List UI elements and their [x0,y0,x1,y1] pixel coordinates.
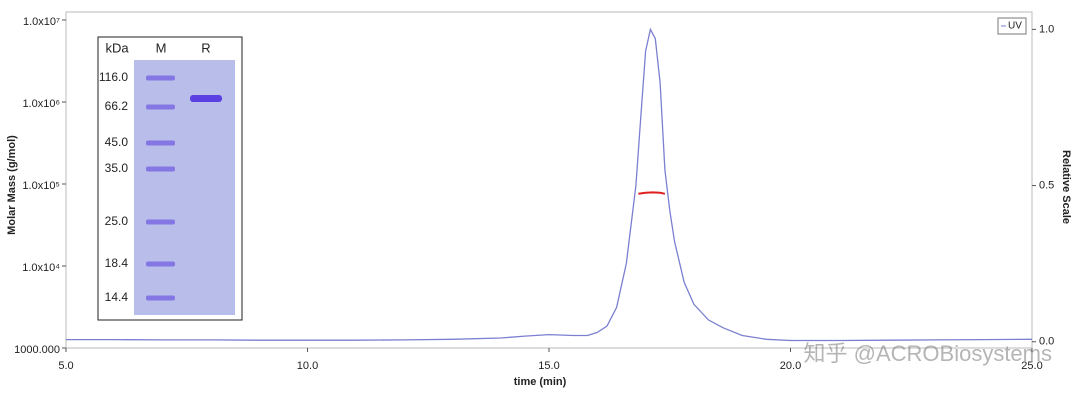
y2-tick-label: 0.0 [1039,336,1054,348]
gel-marker-band [146,140,175,146]
gel-marker-band [146,104,175,110]
x-tick-label: 20.0 [780,360,801,372]
y-tick-label: 1.0x10⁷ [23,16,60,28]
watermark: 知乎 @ACROBiosystems [804,341,1052,366]
gel-marker-band [146,261,175,267]
x-tick-label: 25.0 [1021,360,1042,372]
gel-header: R [201,40,210,55]
gel-header: kDa [105,40,129,55]
gel-marker-label: 45.0 [105,135,129,149]
x-axis-label: time (min) [514,376,567,388]
y-tick-label: 1.0x10⁶ [22,98,60,110]
gel-marker-band [146,75,175,81]
gel-marker-label: 18.4 [105,256,129,270]
gel-marker-band [146,166,175,172]
data-line [638,191,666,195]
gel-marker-band [146,295,175,301]
x-tick-label: 5.0 [58,360,73,372]
legend-box [997,17,1027,35]
gel-sample-band [190,95,222,102]
gel-marker-label: 14.4 [105,290,129,304]
x-tick-label: 15.0 [538,360,559,372]
y2-tick-label: 1.0 [1039,23,1054,35]
gel-image [134,60,235,315]
gel-marker-label: 25.0 [105,214,129,228]
gel-header: M [156,40,167,55]
y2-axis-label: Relative Scale [1060,150,1072,224]
gel-marker-label: 35.0 [105,161,129,175]
data-line [66,27,1033,342]
y-tick-label: 1.0x10⁴ [22,262,60,274]
gel-marker-label: 116.0 [99,70,128,84]
gel-marker-label: 66.2 [105,99,129,113]
x-tick-label: 10.0 [297,360,318,372]
y-axis-label: Molar Mass (g/mol) [6,135,18,235]
y-tick-label: 1000.000 [14,344,60,356]
y2-tick-label: 0.5 [1039,179,1054,191]
gel-marker-band [146,219,175,225]
legend-label: UV [1008,21,1022,32]
y-tick-label: 1.0x10⁵ [22,180,60,192]
